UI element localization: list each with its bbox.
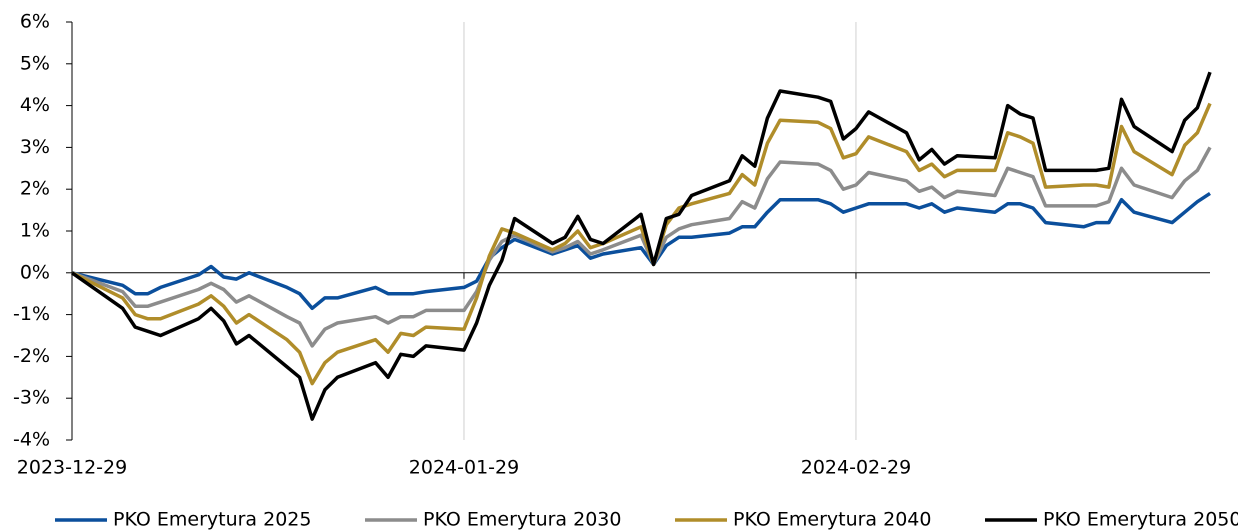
x-tick-label: 2024-01-29 bbox=[409, 457, 519, 479]
y-tick-label: 0% bbox=[20, 261, 50, 283]
legend-label: PKO Emerytura 2030 bbox=[423, 509, 621, 531]
series-line bbox=[71, 191, 1211, 311]
x-tick-label: 2024-02-29 bbox=[801, 457, 911, 479]
legend-label: PKO Emerytura 2025 bbox=[113, 509, 311, 531]
y-tick-label: 3% bbox=[20, 136, 50, 158]
y-tick-label: -3% bbox=[13, 387, 50, 409]
x-tick-label: 2023-12-29 bbox=[17, 457, 127, 479]
legend-label: PKO Emerytura 2050 bbox=[1043, 509, 1238, 531]
y-tick-label: 1% bbox=[20, 220, 50, 242]
y-tick-label: 6% bbox=[20, 11, 50, 33]
series-line bbox=[71, 146, 1212, 348]
y-tick-label: 5% bbox=[20, 52, 50, 74]
y-tick-label: -1% bbox=[13, 303, 50, 325]
y-tick-label: 2% bbox=[20, 178, 50, 200]
y-tick-label: -4% bbox=[13, 429, 50, 451]
legend-label: PKO Emerytura 2040 bbox=[733, 509, 931, 531]
y-tick-label: 4% bbox=[20, 94, 50, 116]
series-line bbox=[70, 71, 1212, 421]
y-tick-label: -2% bbox=[13, 345, 50, 367]
